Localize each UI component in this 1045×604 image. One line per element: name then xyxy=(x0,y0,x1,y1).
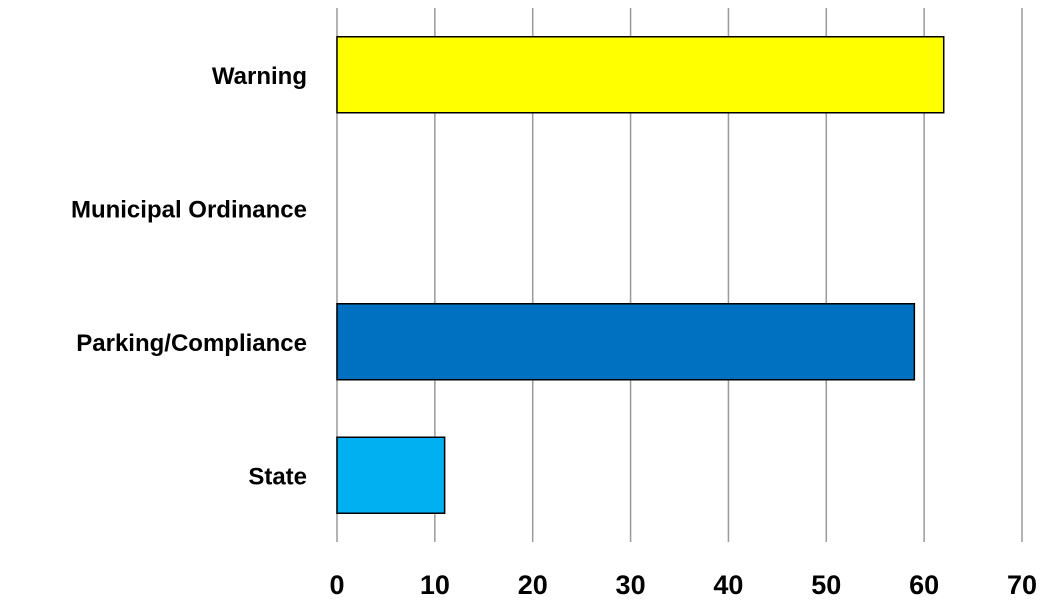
x-tick-label: 0 xyxy=(329,570,344,599)
x-tick-label: 20 xyxy=(518,570,548,599)
x-tick-label: 60 xyxy=(909,570,939,599)
x-tick-labels: 0 10 20 30 40 50 60 70 xyxy=(329,570,1037,600)
category-labels: Warning Municipal Ordinance Parking/Compli… xyxy=(71,63,307,491)
category-label: Municipal Ordinance xyxy=(71,196,307,223)
x-tick-label: 40 xyxy=(713,570,743,599)
bars xyxy=(336,36,945,514)
category-label: Warning xyxy=(212,63,307,90)
x-tick-label: 50 xyxy=(811,570,841,599)
x-tick-label: 70 xyxy=(1007,570,1037,599)
category-label: State xyxy=(248,463,307,490)
x-tick-label: 30 xyxy=(616,570,646,599)
x-tick-label: 10 xyxy=(420,570,450,599)
bar xyxy=(336,303,916,381)
category-label: Parking/Compliance xyxy=(76,330,307,357)
bar xyxy=(336,436,446,514)
bar xyxy=(336,36,945,114)
